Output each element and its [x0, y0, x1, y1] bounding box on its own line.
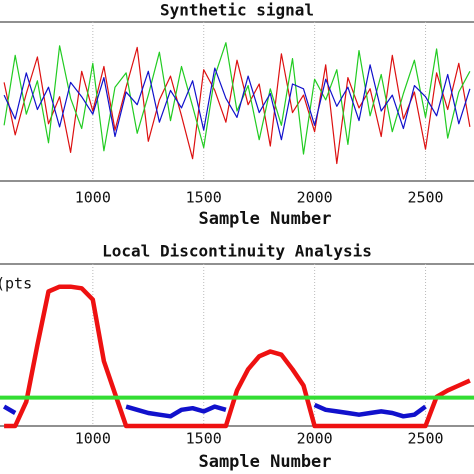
x-tick-label: 2000	[297, 189, 333, 207]
series-line	[2, 404, 17, 415]
series-line	[4, 284, 471, 429]
x-tick-label: 1500	[186, 430, 222, 448]
x-tick-label: 2500	[407, 430, 443, 448]
x-tick-label: 1000	[75, 189, 111, 207]
chart-title: Synthetic signal	[160, 1, 314, 20]
plot-area	[0, 21, 474, 182]
x-tick-label: 1000	[75, 430, 111, 448]
x-tick-label: 2500	[407, 189, 443, 207]
x-axis-label: Sample Number	[198, 209, 331, 229]
x-tick-label: 1500	[186, 189, 222, 207]
series-line	[125, 404, 227, 419]
series-line	[3, 46, 471, 165]
series-line	[3, 64, 471, 141]
series-line	[3, 42, 471, 155]
x-tick-label: 2000	[297, 430, 333, 448]
series-line	[313, 402, 427, 419]
x-axis-label: Sample Number	[198, 452, 331, 472]
y-axis-label: (pts	[0, 275, 32, 293]
chart-title: Local Discontinuity Analysis	[102, 242, 372, 261]
